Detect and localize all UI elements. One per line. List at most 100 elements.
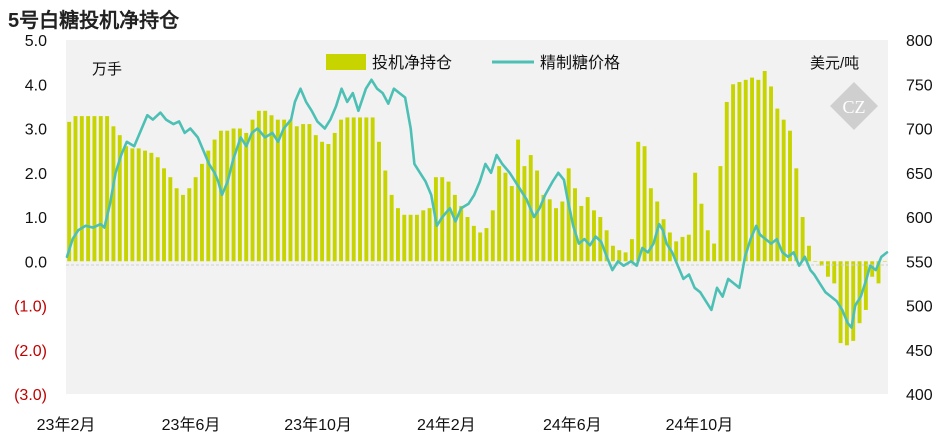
net-position-bars (67, 70, 887, 346)
net-position-bar (452, 194, 457, 262)
net-position-bar (396, 208, 400, 262)
net-position-bar (181, 194, 185, 262)
net-position-bar (718, 166, 723, 262)
net-position-bar (693, 172, 698, 262)
net-position-bar (244, 132, 249, 262)
net-position-bar (825, 261, 830, 277)
net-position-bar (490, 210, 495, 262)
left-axis-unit: 万手 (92, 61, 122, 78)
right-axis-unit: 美元/吨 (810, 55, 859, 72)
net-position-bar (832, 261, 837, 284)
net-position-bar (636, 141, 641, 262)
net-position-bar (566, 168, 571, 262)
net-position-bar (149, 152, 154, 262)
net-position-bar (225, 130, 230, 262)
net-position-bar (465, 217, 470, 262)
net-position-bar (421, 210, 426, 262)
net-position-bar (168, 177, 173, 262)
net-position-bar (256, 110, 261, 262)
net-position-bar (105, 116, 110, 262)
net-position-bar (788, 130, 792, 262)
net-position-bar (686, 234, 691, 262)
net-position-bar (844, 261, 849, 346)
net-position-bar (648, 188, 653, 262)
net-position-bar (610, 245, 615, 262)
net-position-bar (199, 163, 204, 262)
x-axis-tick-label: 23年2月 (37, 416, 96, 434)
net-position-bar (509, 186, 514, 262)
net-position-bar (699, 203, 704, 262)
right-axis-tick-label: 800 (906, 33, 933, 50)
net-position-bar (313, 135, 318, 262)
net-position-bar (193, 177, 198, 262)
net-position-bar (345, 117, 350, 262)
right-axis-tick-label: 550 (906, 254, 933, 271)
net-position-bar (307, 124, 312, 262)
net-position-bar (585, 197, 590, 262)
legend-bar-swatch (326, 54, 366, 70)
net-position-bar (484, 228, 489, 262)
left-axis-tick-label: (1.0) (14, 299, 47, 316)
net-position-bar (781, 119, 786, 262)
legend-line-label: 精制糖价格 (540, 54, 620, 72)
legend-bar-label: 投机净持仓 (372, 54, 452, 72)
left-axis-tick-label: 2.0 (25, 166, 47, 183)
net-position-bar (560, 201, 565, 262)
net-position-bar (769, 86, 773, 262)
net-position-bar (231, 128, 236, 262)
x-axis-tick-label: 24年6月 (543, 416, 602, 434)
net-position-bar (459, 205, 464, 262)
net-position-bar (187, 188, 192, 262)
chart-title: 5号白糖投机净持仓 (8, 8, 180, 32)
net-position-bar (851, 261, 856, 341)
net-position-bar (863, 261, 868, 310)
net-position-bar (857, 261, 862, 324)
net-position-bar (275, 119, 280, 262)
right-axis-tick-label: 450 (906, 343, 933, 360)
net-position-bar (882, 261, 887, 262)
net-position-bar (332, 132, 337, 262)
net-position-bar (282, 119, 287, 262)
net-position-bar (471, 225, 476, 262)
net-position-bar (162, 168, 166, 262)
net-position-bar (402, 214, 407, 262)
net-position-bar (762, 70, 767, 262)
net-position-bar (351, 117, 356, 262)
right-axis-tick-label: 650 (906, 166, 933, 183)
net-position-bar (813, 261, 818, 262)
net-position-bar (876, 261, 881, 284)
net-position-bar (535, 170, 540, 262)
left-axis-tick-label: 1.0 (25, 210, 47, 227)
net-position-bar (870, 261, 875, 277)
net-position-bar (136, 148, 141, 262)
net-position-bar (237, 128, 242, 262)
net-position-bar (642, 146, 647, 262)
net-position-bar (320, 141, 325, 262)
svg-text:CZ: CZ (842, 97, 865, 117)
net-position-bar (111, 126, 116, 262)
net-position-bar (212, 139, 217, 262)
left-axis-tick-label: 4.0 (25, 77, 47, 94)
price-line-group (65, 78, 889, 329)
left-axis-tick-label: (2.0) (14, 343, 47, 360)
net-position-bar (497, 166, 502, 262)
net-position-bar (130, 148, 135, 262)
net-position-bar (218, 130, 223, 262)
net-position-bar (623, 252, 628, 262)
net-position-bar (756, 79, 761, 262)
net-position-bar (294, 126, 299, 262)
net-position-bar (579, 205, 584, 262)
right-axis-tick-label: 750 (906, 77, 933, 94)
net-position-bar (604, 230, 609, 262)
net-position-bar (446, 181, 451, 262)
net-position-bar (680, 236, 685, 262)
net-position-bar (838, 261, 843, 344)
net-position-bar (775, 108, 780, 262)
right-axis-tick-label: 700 (906, 122, 933, 139)
net-position-bar (554, 208, 558, 262)
net-position-bar (92, 116, 97, 262)
net-position-bar (674, 241, 679, 262)
net-position-bar (724, 101, 729, 262)
net-position-bar (98, 116, 103, 262)
